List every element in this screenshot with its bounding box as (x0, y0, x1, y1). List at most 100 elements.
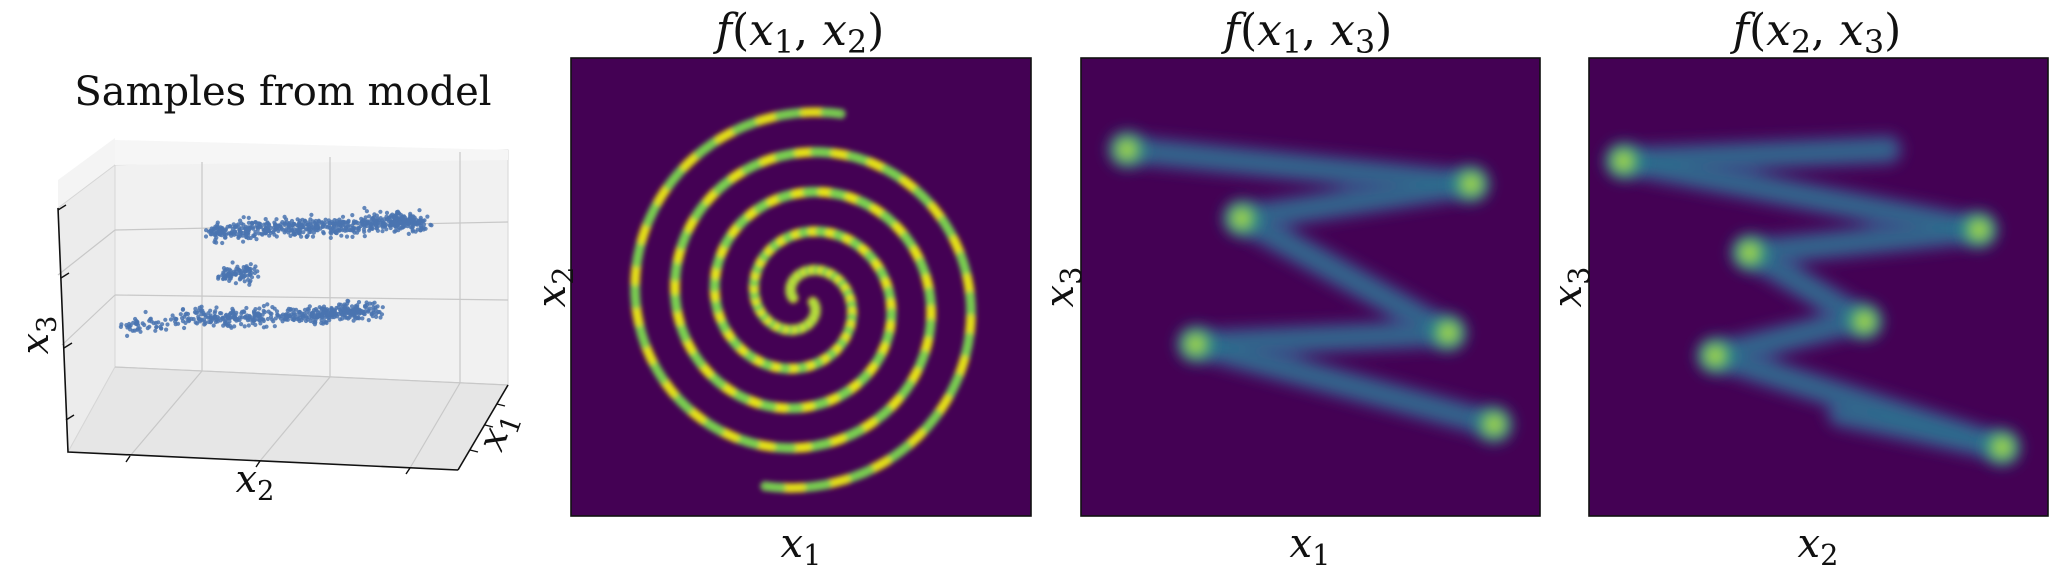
scatter-point (305, 233, 310, 238)
axis-frame (57, 207, 459, 471)
scatter-point (239, 322, 244, 327)
scatter-point (364, 219, 369, 224)
scatter-point (236, 225, 241, 230)
scatter-point (221, 228, 226, 233)
scatter-point (272, 220, 277, 225)
scatter-point (318, 310, 323, 315)
scatter-point (165, 322, 170, 327)
scatter-point (178, 312, 183, 317)
scatter-point (307, 304, 312, 309)
scatter-point (242, 315, 247, 320)
scatter-point (151, 321, 156, 326)
scatter-point (374, 226, 379, 231)
scatter-point (363, 215, 368, 220)
scatter-point (291, 230, 296, 235)
scatter-point (242, 274, 247, 279)
scatter-point (303, 222, 308, 227)
scatter-point (216, 274, 221, 279)
scatter-point (253, 264, 258, 269)
scatter-point (240, 309, 245, 314)
scatter-point (259, 231, 264, 236)
density-peak (1104, 127, 1149, 172)
scatter-point (230, 260, 235, 265)
density-peak (1727, 230, 1772, 275)
spiral-mark (835, 108, 846, 120)
scatter-point (265, 302, 270, 307)
scatter-point (232, 324, 237, 329)
scatter-point (252, 270, 257, 276)
heatmap2-background (1081, 58, 1540, 516)
scatter-point (429, 223, 434, 228)
scatter-point (182, 325, 187, 331)
density-ridge (1617, 143, 1894, 168)
scatter-point (246, 220, 251, 225)
scatter-point (394, 210, 400, 215)
scatter-point (132, 328, 137, 333)
scatter-point (383, 222, 389, 227)
density-peak (1449, 161, 1494, 206)
scatter-point (295, 228, 300, 233)
scatter-point (249, 220, 254, 225)
scatter-point (327, 318, 332, 323)
scatter-point (375, 216, 380, 221)
scatter-point (311, 230, 316, 235)
scatter-point (203, 234, 209, 239)
scatter-point (367, 214, 372, 219)
scatter-point (256, 274, 261, 279)
scatter-point (253, 322, 258, 327)
scatter-point (248, 317, 253, 322)
scatter-point (255, 311, 260, 316)
scatter-point (168, 317, 174, 322)
density-ridge (1743, 223, 1986, 259)
scatter-point (241, 265, 246, 270)
scatter-point (252, 314, 257, 319)
scatter-point (248, 262, 253, 267)
scatter-point (220, 276, 226, 282)
density-ridge (1189, 326, 1455, 351)
scatter-point (295, 317, 300, 322)
spiral-mark (760, 481, 771, 492)
scatter-point (301, 316, 306, 321)
scatter-point (307, 227, 312, 232)
scatter-point (193, 310, 198, 315)
scatter-point (323, 220, 328, 226)
scatter-point (364, 300, 369, 305)
heatmap3-frame (1588, 57, 2049, 517)
heatmap3-title: f(x2, x3) (1730, 5, 1902, 61)
scatter-point (170, 313, 175, 318)
scatter-point (297, 224, 302, 229)
scatter-point (164, 327, 169, 332)
scatter-point (364, 209, 369, 214)
scatter-point (272, 324, 277, 329)
scatter-point (347, 315, 352, 320)
scatter-point (371, 308, 376, 313)
scatter-point (334, 231, 339, 236)
density-peak (1693, 333, 1738, 378)
scatter-point (310, 234, 316, 239)
scatter-point (346, 223, 351, 228)
scatter-point (388, 225, 393, 231)
scatter-point (262, 228, 267, 233)
scatter-point (176, 321, 181, 326)
scatter-point (274, 309, 280, 314)
scatter-point (221, 272, 226, 277)
scatter-point (339, 233, 344, 238)
scatter-point (311, 310, 316, 315)
scatter-point (313, 307, 318, 312)
scatter-point (222, 235, 228, 240)
scatter-point (252, 234, 257, 239)
scatter-point (421, 218, 426, 224)
scatter-point (297, 313, 302, 318)
scatter-point (319, 306, 324, 311)
scatter-point (154, 324, 159, 329)
scatter-point (336, 222, 342, 227)
scatter-point (209, 232, 214, 237)
scatter-point (282, 221, 287, 226)
scatter-point (153, 328, 158, 333)
density-ridge (1617, 155, 1986, 236)
scatter-point (262, 222, 267, 227)
scatter-point (224, 322, 229, 327)
scatter-point (324, 320, 329, 326)
density-peak (1426, 310, 1471, 355)
scatter-point (377, 310, 382, 315)
